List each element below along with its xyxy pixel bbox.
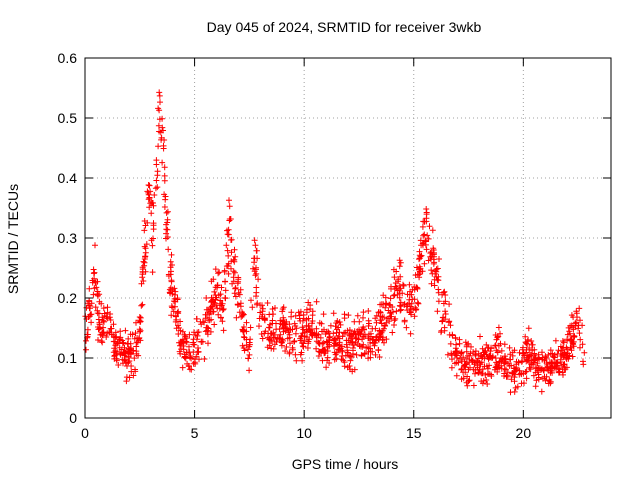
y-tick-label: 0 — [69, 410, 77, 426]
x-tick-label: 10 — [296, 425, 312, 441]
data-points — [82, 89, 588, 396]
y-tick-label: 0.1 — [58, 350, 78, 366]
y-tick-label: 0.2 — [58, 290, 78, 306]
x-tick-label: 5 — [191, 425, 199, 441]
axis-ticks: 0 0.1 0.2 0.3 0.4 0.5 0.6 0 5 10 15 20 — [58, 50, 611, 441]
y-tick-label: 0.6 — [58, 50, 78, 66]
scatter-markers — [82, 89, 588, 396]
y-axis-label: SRMTID / TECUs — [5, 184, 21, 294]
y-tick-label: 0.3 — [58, 230, 78, 246]
y-tick-label: 0.5 — [58, 110, 78, 126]
y-tick-label: 0.4 — [58, 170, 78, 186]
x-tick-label: 0 — [81, 425, 89, 441]
x-tick-label: 20 — [516, 425, 532, 441]
chart-title: Day 045 of 2024, SRMTID for receiver 3wk… — [207, 19, 482, 35]
x-axis-label: GPS time / hours — [292, 456, 399, 472]
x-tick-label: 15 — [406, 425, 422, 441]
